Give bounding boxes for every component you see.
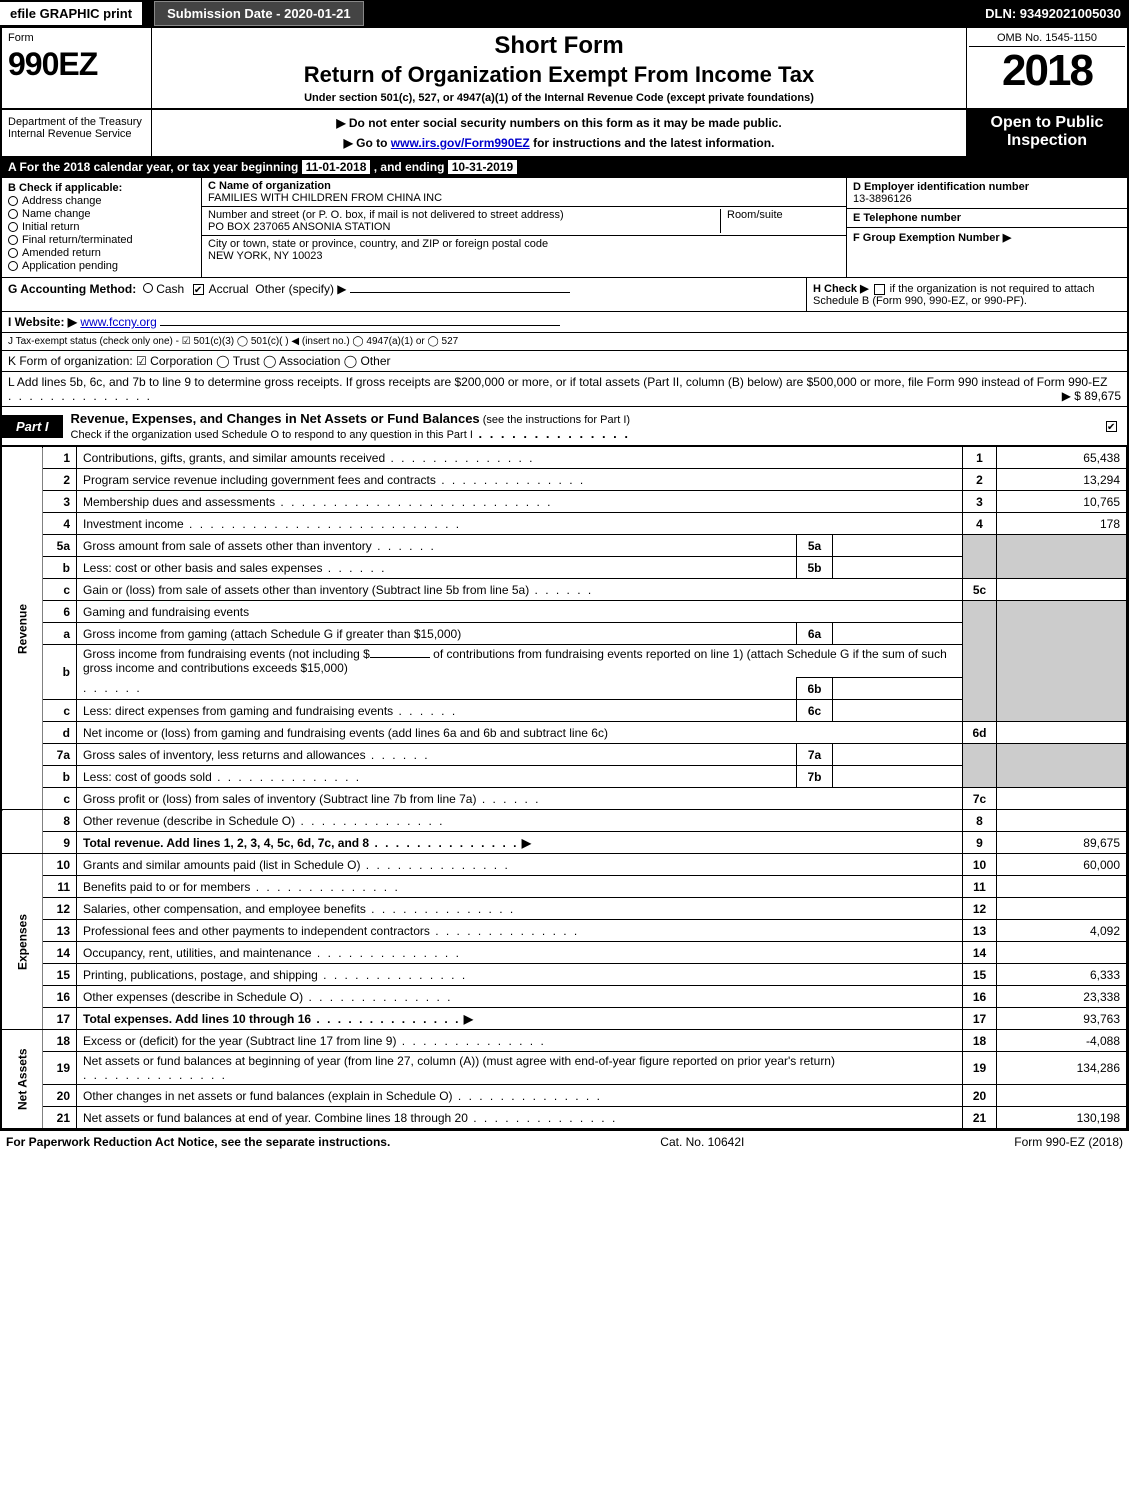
b-opt-namechg[interactable]: Name change bbox=[22, 208, 91, 220]
line5c-value bbox=[997, 579, 1127, 601]
form-number: 990EZ bbox=[8, 46, 145, 83]
line3-value: 10,765 bbox=[997, 491, 1127, 513]
accounting-cash[interactable]: Cash bbox=[156, 282, 184, 296]
under-section: Under section 501(c), 527, or 4947(a)(1)… bbox=[304, 92, 814, 104]
line18-value: -4,088 bbox=[997, 1030, 1127, 1052]
efile-topbar: efile GRAPHIC print Submission Date - 20… bbox=[0, 0, 1129, 26]
line5a-sub bbox=[833, 535, 963, 557]
line20-value bbox=[997, 1085, 1127, 1107]
tax-year-begin: 11-01-2018 bbox=[302, 160, 371, 174]
submission-date: Submission Date - 2020-01-21 bbox=[154, 1, 364, 26]
h-checkbox[interactable] bbox=[874, 284, 885, 295]
line19-value: 134,286 bbox=[997, 1052, 1127, 1085]
omb-number: OMB No. 1545-1150 bbox=[969, 30, 1125, 47]
bcdef-row: B Check if applicable: Address change Na… bbox=[2, 178, 1127, 278]
form-label: Form bbox=[8, 32, 145, 44]
box-c: C Name of organization FAMILIES WITH CHI… bbox=[202, 178, 847, 277]
footer-catno: Cat. No. 10642I bbox=[660, 1135, 744, 1149]
org-address: PO BOX 237065 ANSONIA STATION bbox=[208, 221, 390, 233]
org-name: FAMILIES WITH CHILDREN FROM CHINA INC bbox=[208, 192, 442, 204]
website-link[interactable]: www.fccny.org bbox=[80, 315, 156, 329]
line9-value: 89,675 bbox=[997, 832, 1127, 854]
open-public-inspection: Open to Public Inspection bbox=[967, 110, 1127, 156]
irs-link[interactable]: www.irs.gov/Form990EZ bbox=[391, 136, 530, 150]
line6b-sub bbox=[833, 678, 963, 700]
sidetab-revenue: Revenue bbox=[2, 447, 43, 810]
part1-table: Revenue 1 Contributions, gifts, grants, … bbox=[2, 446, 1127, 1129]
line7c-value bbox=[997, 788, 1127, 810]
b-opt-final[interactable]: Final return/terminated bbox=[22, 234, 133, 246]
part1-schedule-o-check[interactable] bbox=[1106, 421, 1117, 432]
line15-value: 6,333 bbox=[997, 964, 1127, 986]
short-form-title: Short Form bbox=[494, 32, 623, 60]
line1-value: 65,438 bbox=[997, 447, 1127, 469]
tax-year-end: 10-31-2019 bbox=[448, 160, 517, 174]
tax-year: 2018 bbox=[969, 47, 1125, 95]
b-opt-pending[interactable]: Application pending bbox=[22, 260, 118, 272]
row-l: L Add lines 5b, 6c, and 7b to line 9 to … bbox=[2, 372, 1127, 407]
b-opt-address[interactable]: Address change bbox=[22, 195, 102, 207]
row-a-tax-year: A For the 2018 calendar year, or tax yea… bbox=[2, 157, 1127, 178]
part1-header: Part I Revenue, Expenses, and Changes in… bbox=[2, 407, 1127, 446]
room-suite-label: Room/suite bbox=[720, 209, 840, 233]
line14-value bbox=[997, 942, 1127, 964]
line5b-sub bbox=[833, 557, 963, 579]
row-i: I Website: ▶ www.fccny.org bbox=[2, 312, 1127, 333]
line16-value: 23,338 bbox=[997, 986, 1127, 1008]
b-opt-amended[interactable]: Amended return bbox=[22, 247, 101, 259]
line21-value: 130,198 bbox=[997, 1107, 1127, 1129]
line12-value bbox=[997, 898, 1127, 920]
gh-row: G Accounting Method: Cash Accrual Other … bbox=[2, 278, 1127, 312]
row-k: K Form of organization: ☑ Corporation ◯ … bbox=[2, 351, 1127, 372]
line10-value: 60,000 bbox=[997, 854, 1127, 876]
sidetab-expenses: Expenses bbox=[2, 854, 43, 1030]
subheader: Department of the Treasury Internal Reve… bbox=[2, 110, 1127, 157]
ein: 13-3896126 bbox=[853, 193, 912, 205]
org-city: NEW YORK, NY 10023 bbox=[208, 250, 323, 262]
row-j: J Tax-exempt status (check only one) - ☑… bbox=[2, 333, 1127, 351]
line7b-sub bbox=[833, 766, 963, 788]
return-title: Return of Organization Exempt From Incom… bbox=[304, 62, 815, 88]
footer-paperwork: For Paperwork Reduction Act Notice, see … bbox=[6, 1135, 390, 1149]
line13-value: 4,092 bbox=[997, 920, 1127, 942]
dln: DLN: 93492021005030 bbox=[985, 6, 1129, 21]
line6a-sub bbox=[833, 623, 963, 645]
group-exemption-label: F Group Exemption Number ▶ bbox=[853, 232, 1011, 244]
line7a-sub bbox=[833, 744, 963, 766]
box-b: B Check if applicable: Address change Na… bbox=[2, 178, 202, 277]
box-def: D Employer identification number 13-3896… bbox=[847, 178, 1127, 277]
line17-value: 93,763 bbox=[997, 1008, 1127, 1030]
b-opt-initial[interactable]: Initial return bbox=[22, 221, 79, 233]
instructions-link-row: ▶ Go to www.irs.gov/Form990EZ for instru… bbox=[162, 136, 956, 150]
efile-print[interactable]: efile GRAPHIC print bbox=[0, 2, 142, 25]
ssn-warning: ▶ Do not enter social security numbers o… bbox=[162, 116, 956, 130]
footer: For Paperwork Reduction Act Notice, see … bbox=[0, 1131, 1129, 1153]
line6c-sub bbox=[833, 700, 963, 722]
line6d-value bbox=[997, 722, 1127, 744]
form-header: Form 990EZ Short Form Return of Organiza… bbox=[2, 28, 1127, 110]
accounting-accrual-check[interactable] bbox=[193, 284, 204, 295]
line8-value bbox=[997, 810, 1127, 832]
footer-formref: Form 990-EZ (2018) bbox=[1014, 1135, 1123, 1149]
line2-value: 13,294 bbox=[997, 469, 1127, 491]
line11-value bbox=[997, 876, 1127, 898]
department: Department of the Treasury Internal Reve… bbox=[2, 110, 152, 156]
line4-value: 178 bbox=[997, 513, 1127, 535]
gross-receipts: ▶ $ 89,675 bbox=[1062, 389, 1121, 403]
sidetab-netassets: Net Assets bbox=[2, 1030, 43, 1129]
